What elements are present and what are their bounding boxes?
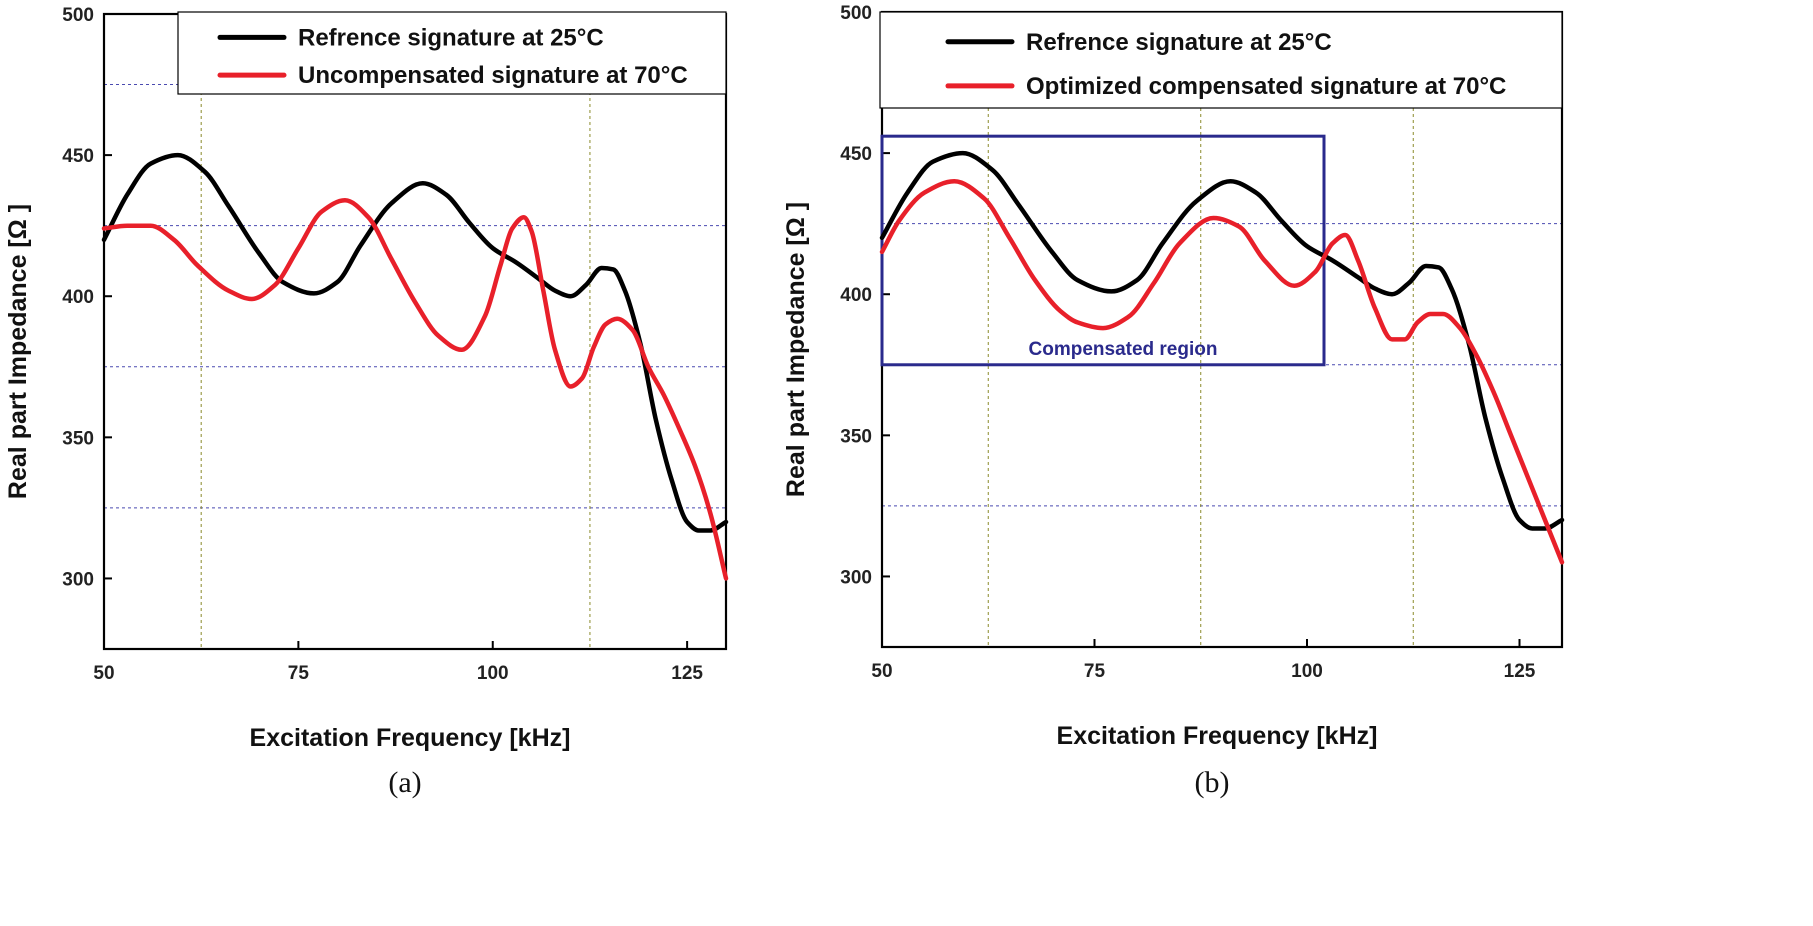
y-tick-label: 500 [840,3,872,24]
x-axis-title: Excitation Frequency [kHz] [250,724,571,752]
x-tick-label: 50 [93,663,114,684]
legend: Refrence signature at 25°C Uncompensated… [177,11,727,95]
y-tick-label: 500 [62,5,94,26]
panel-caption: (b) [1195,766,1230,799]
axis-ticks: 300 350 400 450 500 50 75 100 125 [62,5,703,684]
x-tick-label: 125 [671,663,703,684]
legend-label-optimized: Optimized compensated signature at 70°C [1026,73,1506,100]
x-axis-title: Excitation Frequency [kHz] [1057,722,1378,750]
legend-box [177,11,727,95]
panel-b: 300 350 400 450 500 50 75 100 125 Compensated re… [782,3,1565,799]
x-tick-label: 75 [288,663,310,684]
y-tick-label: 300 [62,569,94,590]
legend: Refrence signature at 25°C Optimized com… [879,11,1563,109]
x-tick-label: 100 [1291,661,1323,682]
series-lines [879,150,1565,565]
x-tick-label: 50 [871,661,892,682]
y-tick-label: 450 [840,144,872,165]
compensated-region-label: Compensated region [1029,339,1218,360]
y-tick-label: 350 [62,428,94,449]
y-tick-label: 350 [840,426,872,447]
x-tick-label: 125 [1504,661,1536,682]
x-tick-label: 100 [477,663,509,684]
series-line-b-70c [879,179,1565,565]
y-tick-label: 400 [840,285,872,306]
legend-label-reference: Refrence signature at 25°C [1026,29,1332,56]
y-axis-title: Real part Impedance [Ω ] [782,202,810,497]
y-tick-label: 400 [62,287,94,308]
x-tick-label: 75 [1084,661,1106,682]
y-axis-title: Real part Impedance [Ω ] [4,204,32,499]
legend-label-uncompensated: Uncompensated signature at 70°C [298,62,688,89]
panel-caption: (a) [388,766,421,799]
legend-box [879,11,1563,109]
series-line-reference [879,150,1565,531]
y-tick-label: 300 [840,567,872,588]
series-line-a-70c [101,198,729,581]
y-tick-label: 450 [62,146,94,167]
series-line-reference [101,152,729,533]
panel-a: 300 350 400 450 500 50 75 100 125 Refrence signa… [4,5,729,799]
series-lines [101,152,729,581]
axis-ticks: 300 350 400 450 500 50 75 100 125 [840,3,1535,682]
legend-label-reference: Refrence signature at 25°C [298,24,604,51]
grid-lines [882,12,1562,647]
